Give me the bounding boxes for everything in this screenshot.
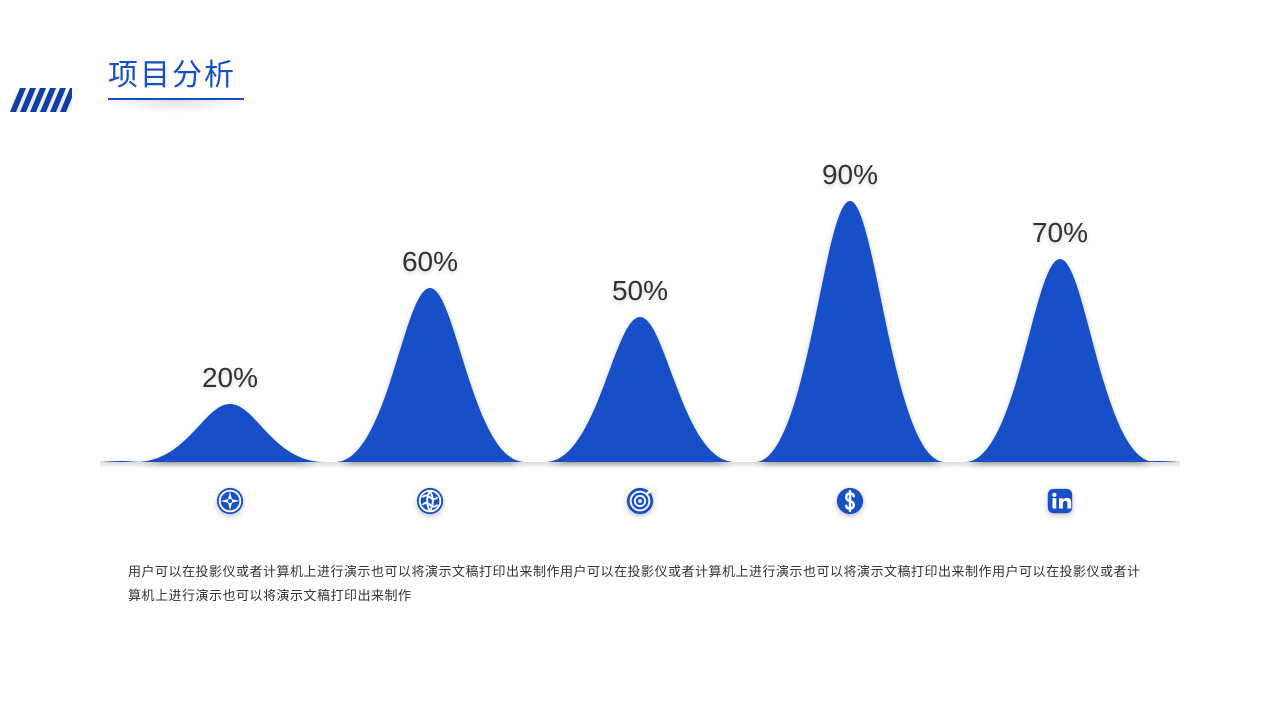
peaks-chart: 20% 60% 50% 90% 70% — [100, 140, 1180, 470]
peak-value-label: 20% — [202, 362, 258, 394]
peak-value-label: 70% — [1032, 217, 1088, 249]
dollar-icon — [835, 486, 865, 516]
description-text: 用户可以在投影仪或者计算机上进行演示也可以将演示文稿打印出来制作用户可以在投影仪… — [128, 560, 1148, 608]
peak-value-label: 90% — [822, 159, 878, 191]
linkedin-icon — [1045, 486, 1075, 516]
page-title: 项目分析 — [108, 50, 236, 94]
corner-stripes-decoration — [10, 88, 72, 112]
title-underline-shadow — [108, 100, 244, 114]
globe-icon — [415, 486, 445, 516]
peak-value-label: 50% — [612, 275, 668, 307]
compass-icon — [215, 486, 245, 516]
peak-value-label: 60% — [402, 246, 458, 278]
target-icon — [625, 486, 655, 516]
icon-row — [100, 486, 1180, 526]
